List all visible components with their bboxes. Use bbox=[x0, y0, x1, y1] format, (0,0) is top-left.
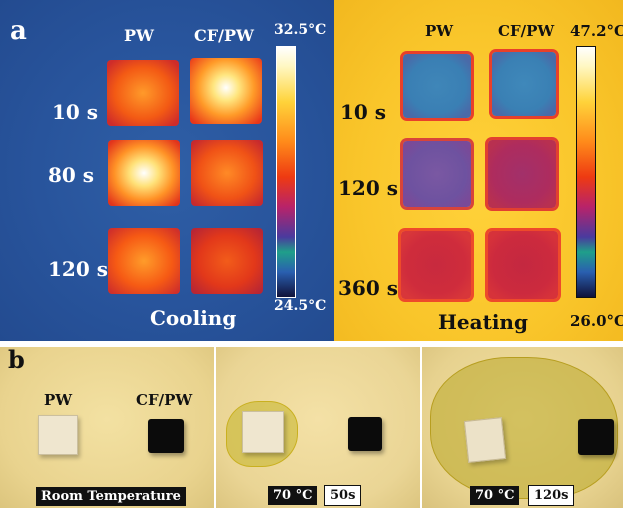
photo3-temp: 70 °C bbox=[470, 486, 520, 505]
photo3-cfpw-block bbox=[578, 419, 614, 455]
cooling-color-scale-bar bbox=[276, 46, 296, 298]
panel-a-label: a bbox=[10, 16, 27, 46]
heating-cfpw-120s-square bbox=[488, 140, 556, 208]
heating-pw-10s-square bbox=[403, 54, 471, 118]
heating-col-cfpw: CF/PW bbox=[498, 22, 555, 40]
heating-scale-max: 47.2°C bbox=[570, 22, 623, 40]
cooling-pw-10s-square bbox=[107, 60, 179, 126]
heating-cfpw-10s-square bbox=[492, 52, 556, 116]
photo-70c-50s: 70 °C 50s bbox=[216, 347, 420, 508]
photo-70c-120s: 70 °C 120s bbox=[422, 347, 623, 508]
cooling-pw-80s-square bbox=[108, 140, 180, 206]
photo2-temp: 70 °C bbox=[268, 486, 318, 505]
heating-time-3: 360 s bbox=[338, 276, 398, 300]
cooling-scale-max: 32.5°C bbox=[274, 22, 327, 38]
heating-time-1: 10 s bbox=[340, 100, 387, 124]
heating-pw-120s-square bbox=[403, 141, 471, 207]
photo1-cfpw-block bbox=[148, 419, 184, 453]
photo2-pw-block bbox=[242, 411, 284, 453]
photo1-caption: Room Temperature bbox=[36, 487, 186, 506]
heating-time-2: 120 s bbox=[338, 176, 398, 200]
heating-caption: Heating bbox=[438, 310, 528, 334]
photo1-cfpw-label: CF/PW bbox=[136, 391, 193, 409]
heating-cfpw-360s-square bbox=[488, 231, 558, 299]
panel-divider bbox=[0, 341, 623, 347]
heating-pw-360s-square bbox=[401, 231, 471, 299]
cooling-col-cfpw: CF/PW bbox=[194, 26, 254, 45]
cooling-cfpw-120s-square bbox=[191, 228, 263, 294]
panel-b-label: b bbox=[8, 347, 25, 374]
heating-scale-min: 26.0°C bbox=[570, 312, 623, 330]
cooling-thermal-panel: a PW CF/PW 10 s 80 s 120 s 32.5°C 24.5°C… bbox=[0, 0, 334, 341]
photo2-time: 50s bbox=[324, 485, 362, 506]
heating-col-pw: PW bbox=[425, 22, 454, 40]
cooling-cfpw-10s-square bbox=[190, 58, 262, 124]
cooling-scale-min: 24.5°C bbox=[274, 298, 327, 314]
heating-thermal-panel: PW CF/PW 10 s 120 s 360 s 47.2°C 26.0°C … bbox=[334, 0, 623, 341]
photo-room-temperature: b PW CF/PW Room Temperature bbox=[0, 347, 214, 508]
cooling-time-2: 80 s bbox=[48, 163, 95, 187]
photo1-pw-label: PW bbox=[44, 391, 73, 409]
cooling-time-1: 10 s bbox=[52, 100, 99, 124]
heating-color-scale-bar bbox=[576, 46, 596, 298]
cooling-caption: Cooling bbox=[150, 306, 237, 330]
cooling-cfpw-80s-square bbox=[191, 140, 263, 206]
photo1-pw-block bbox=[38, 415, 78, 455]
photo3-time: 120s bbox=[528, 485, 575, 506]
photo2-cfpw-block bbox=[348, 417, 382, 451]
photo3-pw-block bbox=[463, 417, 507, 463]
cooling-pw-120s-square bbox=[108, 228, 180, 294]
cooling-col-pw: PW bbox=[124, 26, 154, 45]
cooling-time-3: 120 s bbox=[48, 257, 108, 281]
